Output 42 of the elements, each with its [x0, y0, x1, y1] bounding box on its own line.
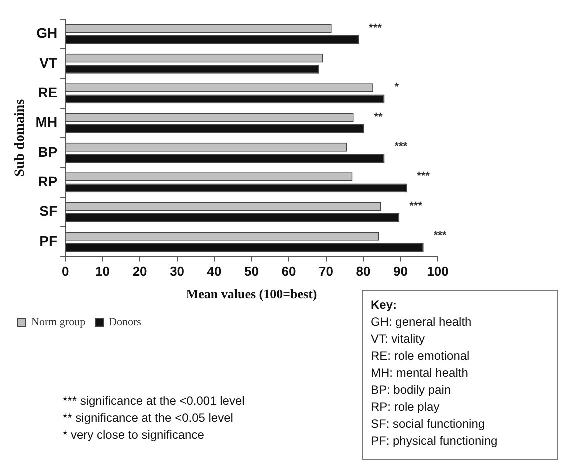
x-tick-label: 70 [319, 264, 334, 280]
x-tick-label: 100 [427, 264, 449, 280]
y-tick-label: BP [38, 144, 58, 160]
x-tick-label: 60 [282, 264, 296, 280]
x-tick-label: 20 [132, 264, 148, 280]
text: SF: social functioning [371, 416, 486, 433]
x-tick-label: 0 [62, 264, 70, 280]
annotation: *** [434, 230, 448, 242]
text: VT: vitality [371, 331, 426, 348]
annotation: ** [374, 111, 384, 124]
text: PF: physical functioning [371, 433, 499, 450]
y-tick-label: RE [38, 84, 58, 100]
annotation: *** [394, 140, 408, 153]
annotation: *** [417, 170, 431, 183]
text: BP: bodily pain [371, 382, 452, 399]
legend-label: Donors [109, 316, 142, 328]
x-tick-label: 90 [394, 264, 408, 280]
y-tick-label: SF [40, 203, 58, 220]
text: RP: role play [371, 399, 441, 416]
text: *** significance at the <0.001 level [63, 393, 245, 410]
x-axis-title: Mean values (100=best) [186, 286, 318, 302]
text: MH: mental health [371, 365, 470, 382]
text: * very close to significance [63, 427, 206, 444]
y-tick-label: PF [40, 232, 58, 249]
y-tick-label: MH [36, 114, 58, 130]
x-tick-label: 30 [170, 264, 185, 280]
x-tick-label: 10 [96, 264, 110, 280]
x-tick-label: 80 [356, 264, 371, 280]
annotation: *** [410, 200, 424, 212]
text: GH: general health [371, 314, 473, 331]
annotation: *** [369, 22, 383, 34]
y-tick-label: RP [38, 173, 58, 190]
y-tick-label: VT [40, 54, 58, 71]
text: Key: [371, 297, 398, 314]
x-tick-label: 50 [244, 264, 260, 280]
text: ** significance at the <0.05 level [63, 410, 234, 427]
legend-label: Norm group [32, 316, 86, 328]
y-tick-label: GH [36, 25, 58, 42]
text: RE: role emotional [371, 348, 471, 365]
annotation: * [394, 82, 400, 94]
x-tick-label: 40 [207, 264, 222, 280]
y-axis-title: Sub domains [13, 98, 28, 177]
